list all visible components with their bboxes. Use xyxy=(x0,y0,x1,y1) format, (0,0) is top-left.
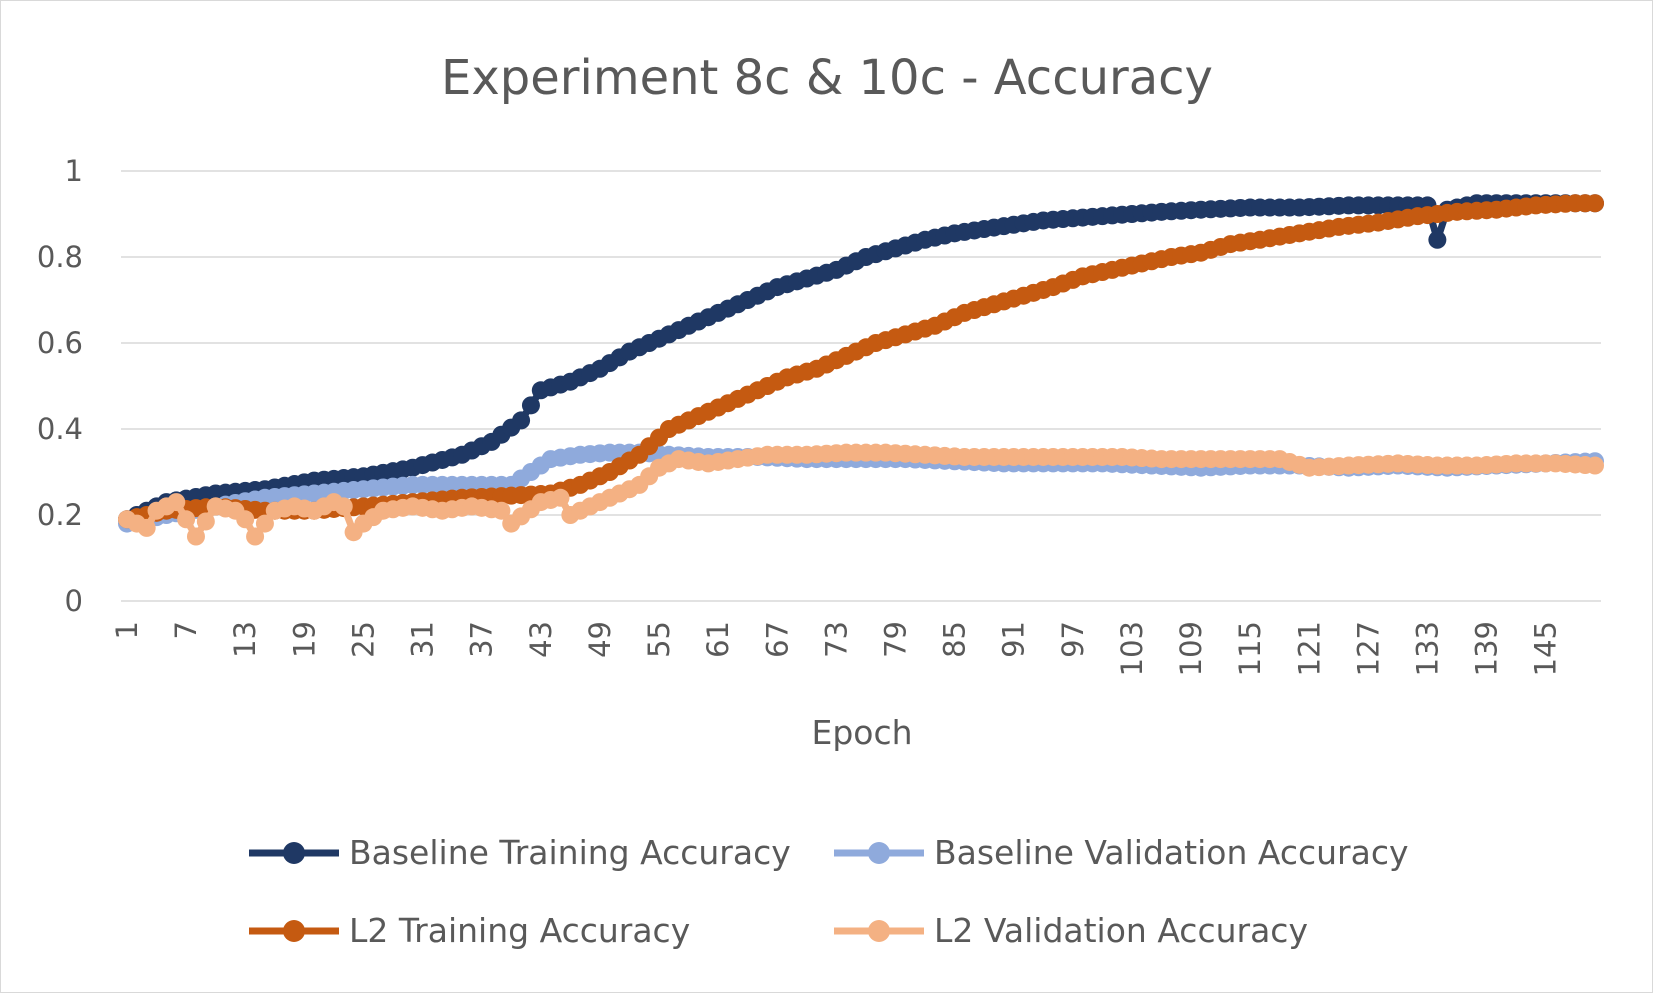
y-tick-label: 0.8 xyxy=(37,240,83,274)
data-point xyxy=(236,510,255,529)
data-point xyxy=(1586,194,1604,213)
legend-marker xyxy=(868,920,890,942)
legend-item: Baseline Validation Accuracy xyxy=(834,833,1409,872)
x-tick-label: 79 xyxy=(878,621,912,658)
series-3 xyxy=(118,443,1604,546)
x-tick-label: 37 xyxy=(465,621,499,658)
series-layer xyxy=(118,194,1604,546)
x-tick-label: 61 xyxy=(701,621,735,658)
data-point xyxy=(551,488,570,507)
data-point xyxy=(492,501,511,520)
legend-label: L2 Validation Accuracy xyxy=(934,911,1308,950)
x-tick-label: 49 xyxy=(583,621,617,658)
x-tick-label: 85 xyxy=(938,621,972,658)
x-tick-label: 25 xyxy=(346,621,380,658)
legend-label: L2 Training Accuracy xyxy=(349,911,690,950)
x-tick-label: 97 xyxy=(1056,621,1090,658)
data-point xyxy=(334,497,353,516)
x-tick-label: 115 xyxy=(1233,621,1267,676)
series-0 xyxy=(118,194,1604,529)
data-point xyxy=(186,527,205,546)
legend-label: Baseline Validation Accuracy xyxy=(934,833,1409,872)
data-point xyxy=(246,527,265,546)
x-tick-label: 103 xyxy=(1115,621,1149,676)
data-point xyxy=(521,396,540,415)
legend-marker xyxy=(283,842,305,864)
x-tick-label: 67 xyxy=(760,621,794,658)
x-tick-label: 55 xyxy=(642,621,676,658)
x-tick-label: 1 xyxy=(110,621,144,639)
data-point xyxy=(137,518,156,537)
x-tick-label: 121 xyxy=(1292,621,1326,676)
legend-marker xyxy=(868,842,890,864)
x-tick-label: 109 xyxy=(1174,621,1208,676)
x-tick-label: 13 xyxy=(228,621,262,658)
x-tick-label: 19 xyxy=(287,621,321,658)
data-point xyxy=(512,411,531,430)
legend-item: L2 Validation Accuracy xyxy=(834,911,1308,950)
chart-title: Experiment 8c & 10c - Accuracy xyxy=(441,50,1213,106)
legend-marker xyxy=(283,920,305,942)
data-point xyxy=(1428,230,1447,249)
x-tick-label: 127 xyxy=(1351,621,1385,676)
x-tick-label: 145 xyxy=(1529,621,1563,676)
grid-layer xyxy=(121,170,1601,602)
data-point xyxy=(177,510,196,529)
x-tick-label: 139 xyxy=(1470,621,1504,676)
x-axis-title: Epoch xyxy=(811,713,912,752)
y-tick-label: 0 xyxy=(65,584,83,618)
x-tick-label: 133 xyxy=(1411,621,1445,676)
y-axis-ticks: 0 0.2 0.4 0.6 0.8 1 xyxy=(37,154,83,618)
x-tick-label: 7 xyxy=(169,621,203,639)
legend-item: Baseline Training Accuracy xyxy=(249,833,791,872)
y-tick-label: 0.2 xyxy=(37,498,83,532)
y-tick-label: 0.4 xyxy=(37,412,83,446)
legend-label: Baseline Training Accuracy xyxy=(349,833,791,872)
y-tick-label: 1 xyxy=(65,154,83,188)
data-point xyxy=(196,512,215,531)
legend-item: L2 Training Accuracy xyxy=(249,911,690,950)
series-2 xyxy=(118,194,1604,529)
legend: Baseline Training Accuracy Baseline Valid… xyxy=(249,833,1409,950)
x-tick-label: 43 xyxy=(524,621,558,658)
data-point xyxy=(255,514,274,533)
x-tick-label: 73 xyxy=(819,621,853,658)
data-point xyxy=(1586,456,1604,475)
y-tick-label: 0.6 xyxy=(37,326,83,360)
data-point xyxy=(167,493,186,512)
x-tick-label: 31 xyxy=(406,621,440,658)
x-axis-ticks: 1 7 13 19 25 31 37 43 49 55 61 67 73 79 85 91 97 103 109 11… xyxy=(110,621,1563,676)
x-tick-label: 91 xyxy=(997,621,1031,658)
